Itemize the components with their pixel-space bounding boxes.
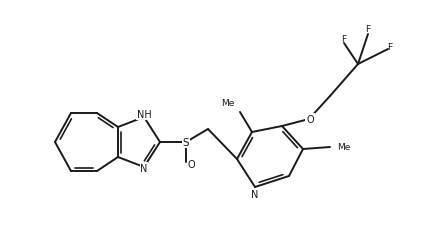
Text: N: N (140, 163, 148, 173)
Text: S: S (183, 137, 189, 147)
Text: O: O (306, 115, 314, 124)
Text: F: F (341, 35, 346, 44)
Text: O: O (187, 159, 195, 169)
Text: F: F (387, 43, 392, 52)
Text: N: N (252, 189, 259, 199)
Text: Me: Me (222, 99, 235, 108)
Text: NH: NH (137, 110, 151, 119)
Text: F: F (365, 25, 371, 34)
Text: Me: Me (337, 143, 350, 152)
